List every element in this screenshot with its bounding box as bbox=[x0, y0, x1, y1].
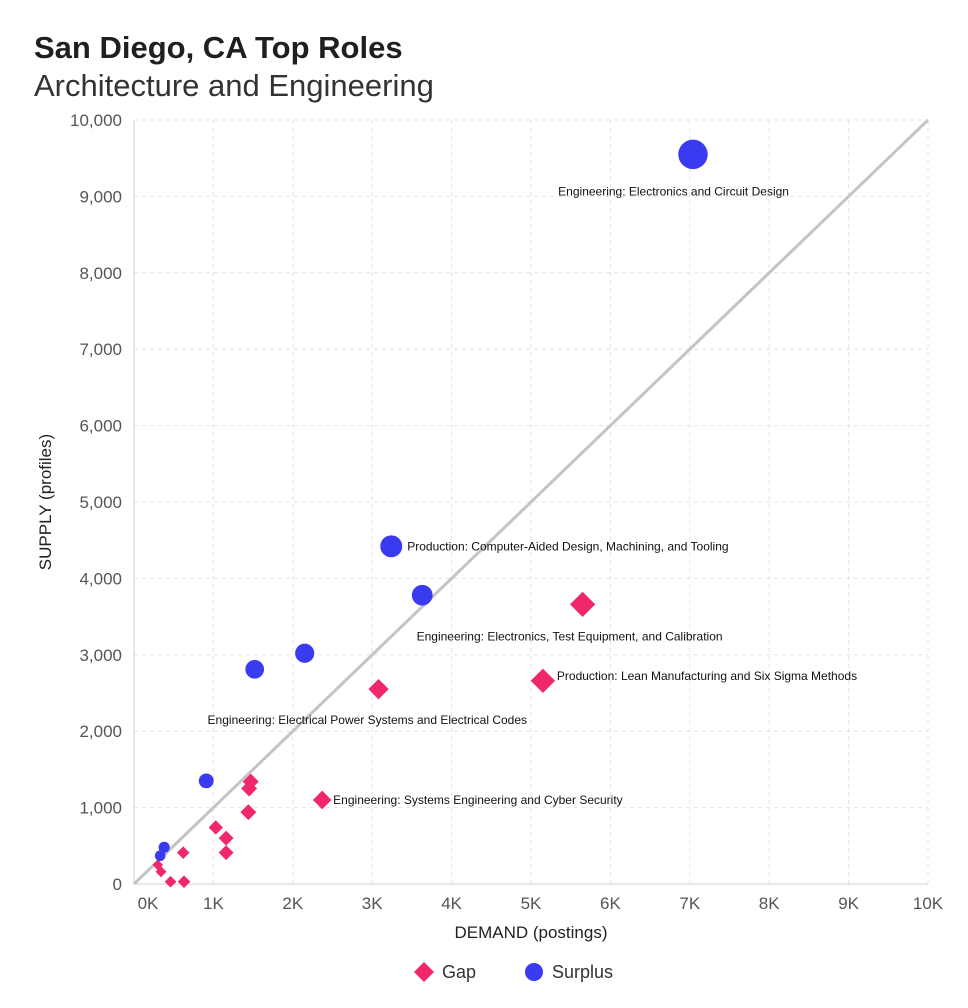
y-tick-label: 5,000 bbox=[79, 493, 122, 512]
x-tick-label: 3K bbox=[362, 894, 383, 913]
y-axis-title: SUPPLY (profiles) bbox=[36, 434, 55, 570]
surplus-point bbox=[411, 584, 433, 606]
surplus-point bbox=[295, 643, 315, 663]
legend-label: Gap bbox=[442, 962, 476, 982]
gap-point bbox=[530, 668, 556, 693]
reference-line-group bbox=[132, 118, 930, 886]
y-tick-label: 3,000 bbox=[79, 646, 122, 665]
gap-point bbox=[240, 804, 257, 821]
point-label: Engineering: Systems Engineering and Cyb… bbox=[333, 793, 622, 807]
point-labels: Engineering: Electronics, Test Equipment… bbox=[208, 184, 858, 807]
legend-entry: Surplus bbox=[525, 962, 613, 982]
x-tick-label: 1K bbox=[203, 894, 224, 913]
y-tick-label: 6,000 bbox=[79, 417, 122, 436]
chart-subtitle: Architecture and Engineering bbox=[34, 68, 434, 103]
y-tick-label: 0 bbox=[113, 875, 122, 894]
surplus-point bbox=[198, 773, 214, 789]
x-axis-title: DEMAND (postings) bbox=[454, 923, 607, 942]
x-tick-label: 9K bbox=[838, 894, 859, 913]
gap-point bbox=[208, 820, 223, 835]
x-tick-label: 8K bbox=[759, 894, 780, 913]
gap-point bbox=[218, 845, 234, 861]
legend-entry: Gap bbox=[414, 962, 476, 982]
gap-point bbox=[218, 830, 234, 846]
x-tick-label: 7K bbox=[679, 894, 700, 913]
reference-line bbox=[132, 118, 930, 886]
point-label: Engineering: Electronics, Test Equipment… bbox=[417, 629, 723, 643]
surplus-point bbox=[380, 535, 403, 558]
axes: 0K 1K 2K 3K 4K 5K 6K 7K 8K 9K 10K 0 1,000 2,000 3,000 4… bbox=[36, 111, 944, 942]
data-points bbox=[152, 139, 708, 889]
x-tick-label: 6K bbox=[600, 894, 621, 913]
legend-label: Surplus bbox=[552, 962, 613, 982]
x-tick-label: 10K bbox=[913, 894, 944, 913]
surplus-point bbox=[158, 841, 170, 853]
legend-diamond-marker bbox=[414, 962, 434, 982]
y-tick-label: 2,000 bbox=[79, 722, 122, 741]
legend-circle-marker bbox=[525, 963, 543, 981]
point-label: Production: Computer-Aided Design, Machi… bbox=[407, 539, 728, 553]
y-tick-label: 1,000 bbox=[79, 799, 122, 818]
legend: Gap Surplus bbox=[414, 962, 613, 982]
gap-point bbox=[164, 875, 177, 888]
surplus-point bbox=[154, 850, 166, 862]
gap-point bbox=[368, 679, 389, 700]
point-label: Engineering: Electrical Power Systems an… bbox=[208, 713, 527, 727]
y-tick-label: 9,000 bbox=[79, 187, 122, 206]
x-tick-label: 5K bbox=[521, 894, 542, 913]
chart-title: San Diego, CA Top Roles bbox=[34, 30, 403, 65]
x-tick-label: 2K bbox=[282, 894, 303, 913]
x-tick-label: 0K bbox=[138, 894, 159, 913]
gap-point bbox=[176, 846, 190, 859]
y-tick-label: 8,000 bbox=[79, 264, 122, 283]
gap-point bbox=[155, 866, 167, 878]
y-tick-label: 7,000 bbox=[79, 340, 122, 359]
surplus-point bbox=[245, 659, 265, 679]
surplus-point bbox=[678, 139, 708, 170]
y-tick-label: 10,000 bbox=[70, 111, 122, 130]
gap-point bbox=[177, 875, 191, 889]
y-tick-label: 4,000 bbox=[79, 569, 122, 588]
gap-point bbox=[312, 790, 332, 810]
x-tick-label: 4K bbox=[441, 894, 462, 913]
gap-point bbox=[569, 591, 596, 617]
gap-point bbox=[241, 780, 258, 797]
point-label: Engineering: Electronics and Circuit Des… bbox=[558, 184, 789, 198]
point-label: Production: Lean Manufacturing and Six S… bbox=[557, 669, 857, 683]
